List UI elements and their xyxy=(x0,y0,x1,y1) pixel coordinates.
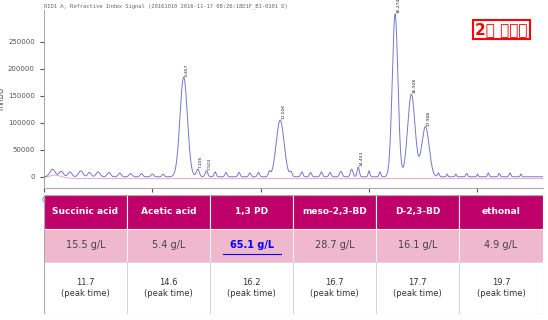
Text: 14.453: 14.453 xyxy=(359,151,363,166)
FancyBboxPatch shape xyxy=(210,195,293,228)
FancyBboxPatch shape xyxy=(376,228,459,262)
FancyBboxPatch shape xyxy=(44,262,127,314)
Text: 65.1 g/L: 65.1 g/L xyxy=(230,240,273,250)
Text: D-2,3-BD: D-2,3-BD xyxy=(395,207,441,216)
Text: 16.274: 16.274 xyxy=(396,0,400,13)
FancyBboxPatch shape xyxy=(127,228,210,262)
Text: Acetic acid: Acetic acid xyxy=(141,207,196,216)
Text: 14.6
(peak time): 14.6 (peak time) xyxy=(144,278,193,298)
Text: 7.501: 7.501 xyxy=(208,157,212,170)
Y-axis label: mRBU: mRBU xyxy=(0,87,5,110)
Text: 28.7 g/L: 28.7 g/L xyxy=(315,240,355,250)
Text: 17.7
(peak time): 17.7 (peak time) xyxy=(393,278,442,298)
FancyBboxPatch shape xyxy=(210,262,293,314)
Text: 6.457: 6.457 xyxy=(185,63,189,76)
FancyBboxPatch shape xyxy=(293,228,376,262)
Text: Succinic acid: Succinic acid xyxy=(53,207,118,216)
FancyBboxPatch shape xyxy=(459,262,543,314)
Text: 19.7
(peak time): 19.7 (peak time) xyxy=(477,278,526,298)
Text: 1,3 PD: 1,3 PD xyxy=(235,207,268,216)
FancyBboxPatch shape xyxy=(376,262,459,314)
FancyBboxPatch shape xyxy=(127,195,210,228)
Text: 16.1 g/L: 16.1 g/L xyxy=(398,240,437,250)
Text: ethonal: ethonal xyxy=(482,207,521,216)
Text: 16.2
(peak time): 16.2 (peak time) xyxy=(227,278,276,298)
FancyBboxPatch shape xyxy=(127,262,210,314)
FancyBboxPatch shape xyxy=(376,195,459,228)
FancyBboxPatch shape xyxy=(293,195,376,228)
FancyBboxPatch shape xyxy=(293,262,376,314)
Text: meso-2,3-BD: meso-2,3-BD xyxy=(302,207,367,216)
Text: 2차 시생산: 2차 시생산 xyxy=(475,22,528,37)
FancyBboxPatch shape xyxy=(44,228,127,262)
Text: 11.7
(peak time): 11.7 (peak time) xyxy=(61,278,110,298)
FancyBboxPatch shape xyxy=(44,195,127,228)
X-axis label: min: min xyxy=(286,204,300,213)
Text: 11.026: 11.026 xyxy=(281,104,286,119)
Text: 17.908: 17.908 xyxy=(426,110,431,125)
Text: 16.7
(peak time): 16.7 (peak time) xyxy=(310,278,359,298)
FancyBboxPatch shape xyxy=(210,228,293,262)
Text: 16.928: 16.928 xyxy=(413,78,416,93)
Text: 7.105: 7.105 xyxy=(199,156,203,168)
Text: 5.4 g/L: 5.4 g/L xyxy=(152,240,185,250)
Text: 15.5 g/L: 15.5 g/L xyxy=(66,240,105,250)
FancyBboxPatch shape xyxy=(459,228,543,262)
FancyBboxPatch shape xyxy=(459,195,543,228)
Text: 4.9 g/L: 4.9 g/L xyxy=(484,240,518,250)
Text: RID1 A, Refractive Index Signal (20161010 2016-11-17 08:26:18D1F_B1-0101 D): RID1 A, Refractive Index Signal (2016101… xyxy=(44,4,288,9)
